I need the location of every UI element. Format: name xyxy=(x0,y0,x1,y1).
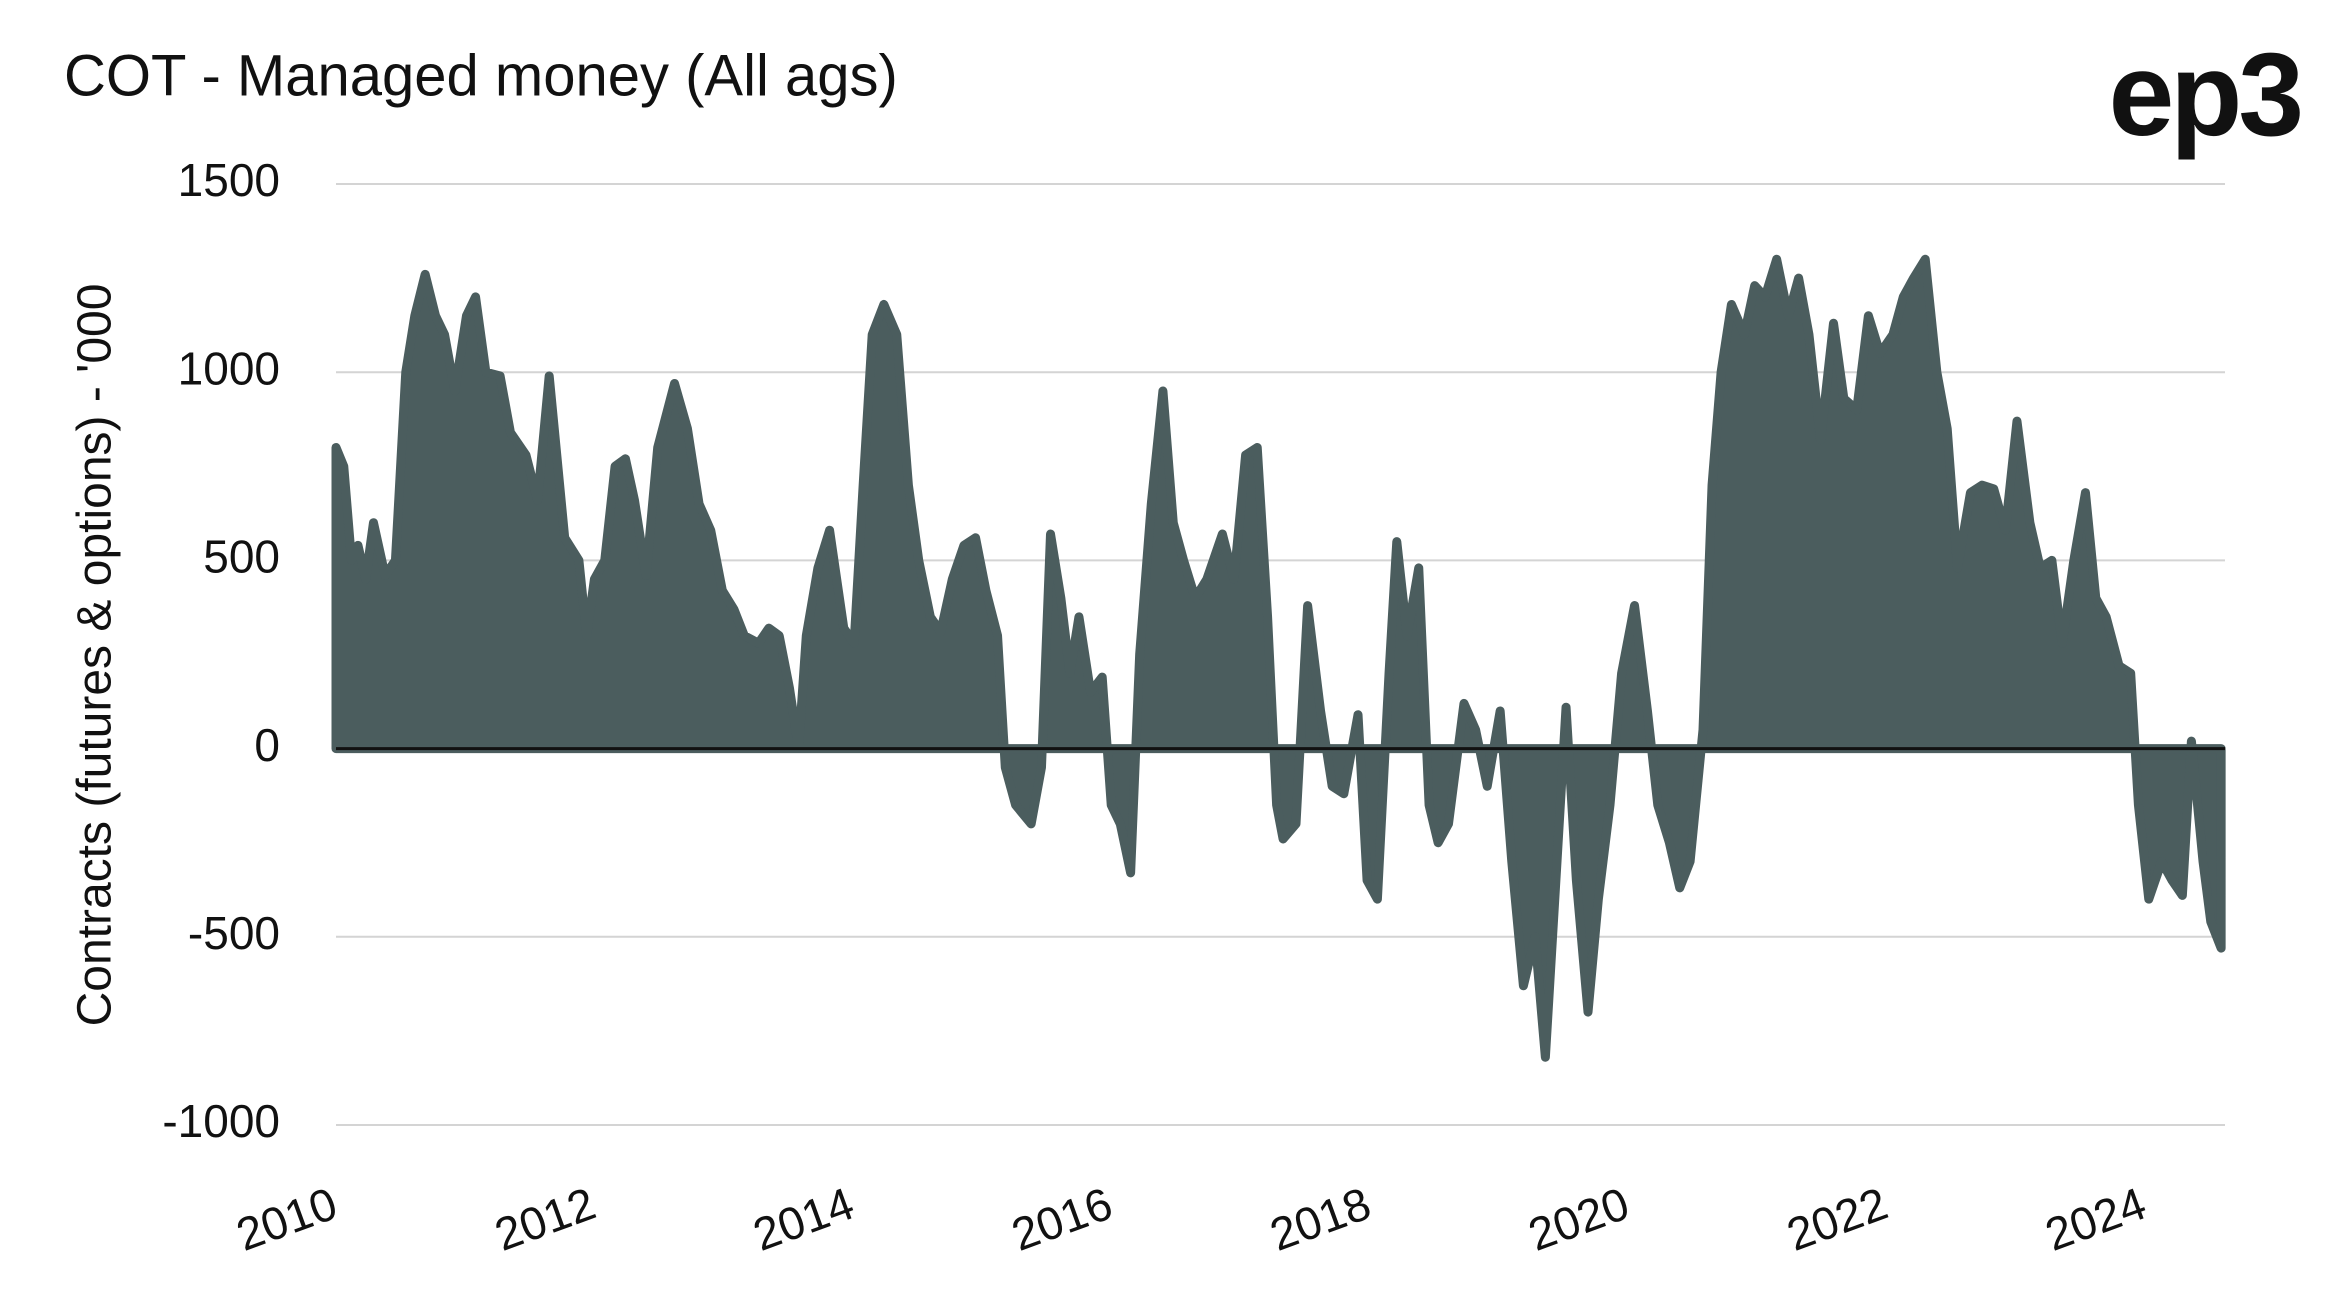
x-tick-label: 2010 xyxy=(230,1177,344,1261)
x-tick-label: 2014 xyxy=(746,1177,860,1261)
area xyxy=(331,254,2226,1062)
y-tick-label: -500 xyxy=(188,907,280,959)
x-tick-label: 2018 xyxy=(1263,1177,1377,1261)
x-tick-label: 2016 xyxy=(1005,1177,1119,1261)
x-tick-label: 2024 xyxy=(2039,1177,2153,1261)
y-tick-label: 0 xyxy=(254,719,280,771)
chart-title: COT - Managed money (All ags) xyxy=(64,43,898,108)
y-tick-label: 500 xyxy=(203,531,280,583)
logo: ep3 xyxy=(2109,29,2301,161)
y-axis-label: Contracts (futures & options) - '000 xyxy=(69,284,122,1027)
y-tick-label: -1000 xyxy=(162,1095,280,1147)
x-tick-label: 2020 xyxy=(1522,1177,1636,1261)
y-tick-label: 1000 xyxy=(178,342,280,394)
y-tick-label: 1500 xyxy=(178,154,280,206)
x-tick-label: 2022 xyxy=(1780,1177,1894,1261)
x-tick-label: 2012 xyxy=(488,1177,602,1261)
